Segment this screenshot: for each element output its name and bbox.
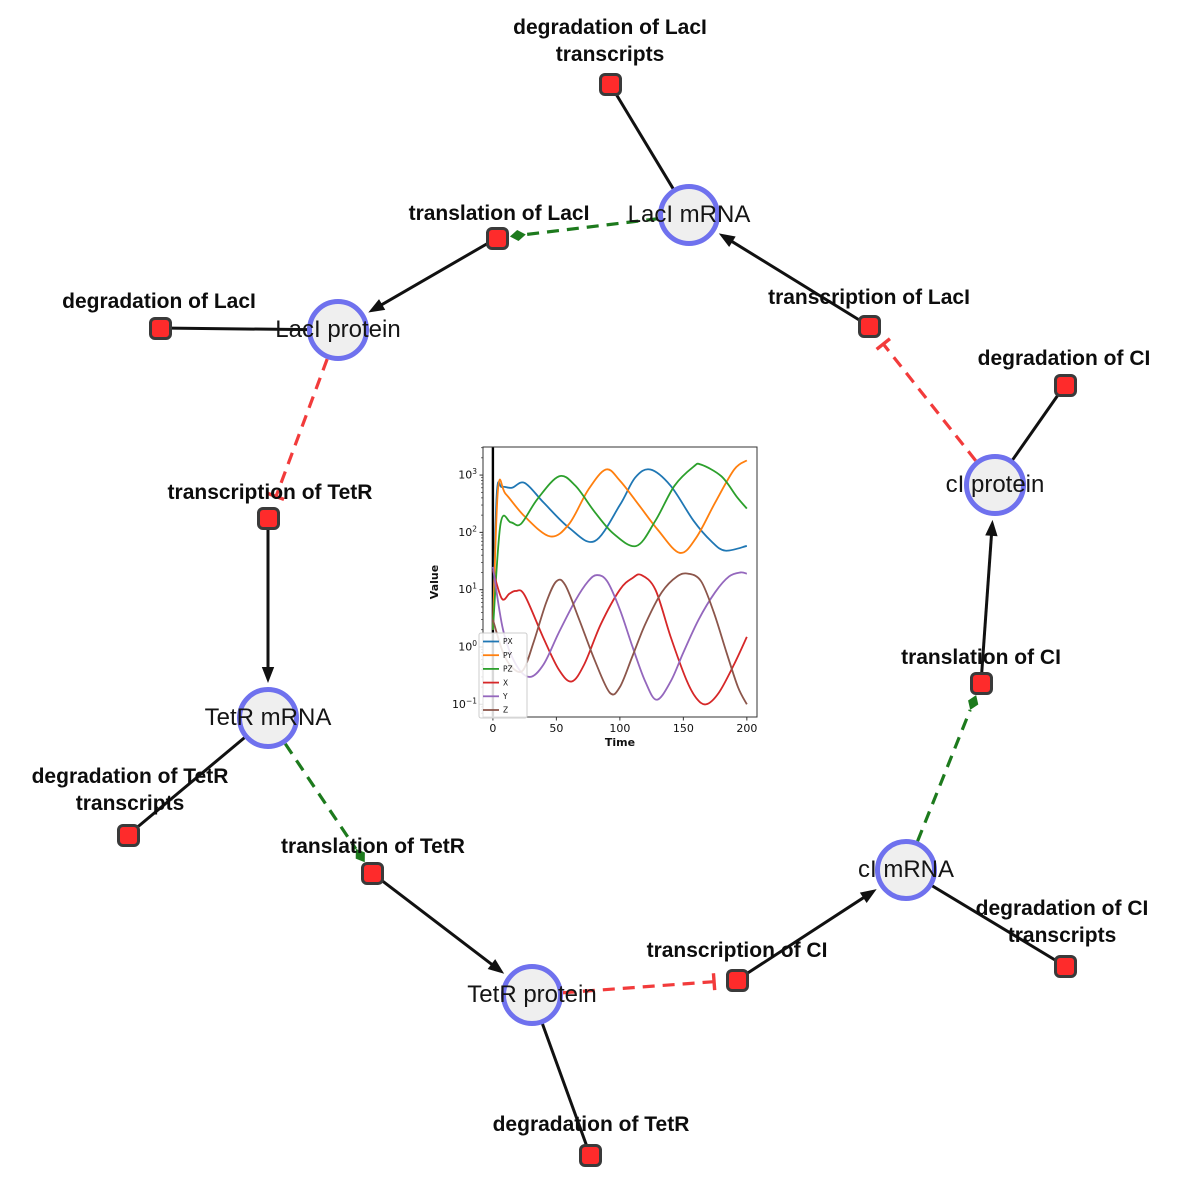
species-label-tetr-protein: TetR protein [467, 981, 597, 1008]
reaction-node-translation-of-tetr[interactable] [360, 861, 384, 885]
edge-translation-of-tetr-tetr-protein [371, 871, 505, 974]
x-tick-150: 150 [673, 722, 694, 735]
reaction-label-degradation-of-laci-transcripts: degradation of LacI transcripts [513, 16, 707, 66]
reaction-label-degradation-of-ci-transcripts: degradation of CI transcripts [975, 897, 1149, 947]
edge-tetr-protein-degradation-of-tetr [540, 1022, 592, 1156]
reaction-node-degradation-of-tetr-transcripts[interactable] [116, 823, 140, 847]
series-PX [492, 468, 748, 630]
edge-laci-protein-degradation-of-laci [159, 326, 309, 332]
reaction-node-degradation-of-laci-transcripts[interactable] [598, 72, 622, 96]
species-label-ci-mrna: cI mRNA [858, 856, 954, 883]
series-Z [492, 572, 748, 705]
edge-laci-mrna-degradation-of-laci-transcripts [608, 83, 675, 191]
y-axis-label: Value [428, 565, 441, 599]
chart-legend: PX PY PZ XYZ [478, 632, 528, 719]
reaction-node-transcription-of-laci[interactable] [857, 314, 881, 338]
legend-label-Y: Y [502, 692, 508, 701]
legend-label-PX: PX [503, 637, 513, 646]
reaction-node-transcription-of-ci[interactable] [725, 968, 749, 992]
edge-tetr-mrna-degradation-of-tetr-transcripts [127, 736, 246, 837]
x-tick-50: 50 [549, 722, 563, 735]
reaction-label-translation-of-tetr: translation of TetR [281, 835, 465, 858]
y-tick-1e3: 103 [458, 467, 477, 482]
species-label-laci-mrna: LacI mRNA [627, 201, 751, 228]
species-node-tetr-protein[interactable] [501, 964, 563, 1026]
reaction-node-transcription-of-tetr[interactable] [256, 506, 280, 530]
inset-chart: 0 50 100 150 20010−1100101102103TimeValuePXP… [428, 446, 758, 749]
legend-label-PY: PY [503, 651, 512, 660]
reaction-node-degradation-of-laci[interactable] [148, 316, 172, 340]
edge-laci-protein-transcription-of-tetr [267, 358, 329, 502]
species-node-laci-protein[interactable] [307, 299, 369, 361]
reaction-node-degradation-of-ci[interactable] [1053, 373, 1077, 397]
edge-ci-protein-transcription-of-laci [875, 337, 978, 462]
y-tick-1e2: 102 [458, 524, 477, 539]
edge-transcription-of-tetr-tetr-mrna [261, 518, 275, 683]
series-Y [492, 566, 748, 701]
edge-tetr-protein-transcription-of-ci [562, 973, 717, 995]
series-PZ [492, 462, 748, 630]
reaction-node-degradation-of-tetr[interactable] [578, 1143, 602, 1167]
reaction-node-degradation-of-ci-transcripts[interactable] [1053, 954, 1077, 978]
x-axis-label: Time [605, 736, 635, 749]
reaction-node-translation-of-laci[interactable] [485, 226, 509, 250]
legend-label-Z: Z [503, 706, 508, 715]
edge-laci-mrna-translation-of-laci [509, 217, 659, 241]
reaction-label-transcription-of-ci: transcription of CI [646, 939, 828, 962]
edge-ci-mrna-degradation-of-ci-transcripts [930, 884, 1066, 968]
edge-translation-of-laci-laci-protein [368, 236, 498, 313]
edge-ci-protein-degradation-of-ci [1010, 384, 1067, 462]
edge-tetr-mrna-translation-of-tetr [283, 742, 365, 863]
reaction-label-degradation-of-tetr-transcripts: degradation of TetR transcripts [31, 765, 229, 815]
reaction-label-translation-of-ci: translation of CI [901, 646, 1061, 669]
reaction-label-degradation-of-laci: degradation of LacI [62, 290, 256, 313]
edge-transcription-of-laci-laci-mrna [718, 233, 870, 328]
species-node-tetr-mrna[interactable] [237, 687, 299, 749]
reaction-node-translation-of-ci[interactable] [969, 671, 993, 695]
reaction-label-degradation-of-ci: degradation of CI [977, 347, 1151, 370]
x-tick-0: 0 [489, 722, 496, 735]
reaction-label-degradation-of-tetr: degradation of TetR [492, 1113, 690, 1136]
reaction-label-translation-of-laci: translation of LacI [408, 202, 590, 225]
reaction-label-transcription-of-tetr: transcription of TetR [167, 481, 373, 504]
x-tick-100: 100 [609, 722, 630, 735]
edge-transcription-of-ci-ci-mrna [736, 889, 877, 982]
y-tick-1e1: 101 [458, 582, 477, 597]
edge-ci-mrna-translation-of-ci [916, 695, 979, 842]
legend-label-PZ: PZ [503, 665, 513, 674]
series-PY [492, 459, 748, 630]
legend-label-X: X [503, 678, 508, 687]
chart-series-group [492, 459, 748, 706]
x-tick-200: 200 [736, 722, 757, 735]
species-label-tetr-mrna: TetR mRNA [204, 704, 332, 731]
y-tick-1e-1: 10−1 [452, 696, 477, 711]
species-node-ci-protein[interactable] [964, 454, 1026, 516]
edge-translation-of-ci-ci-protein [979, 519, 998, 684]
species-label-laci-protein: LacI protein [275, 316, 401, 343]
species-node-laci-mrna[interactable] [658, 184, 720, 246]
species-label-ci-protein: cI protein [945, 471, 1045, 498]
series-X [492, 569, 748, 706]
y-tick-1e0: 100 [458, 639, 477, 654]
species-node-ci-mrna[interactable] [875, 839, 937, 901]
reaction-label-transcription-of-laci: transcription of LacI [768, 286, 970, 309]
